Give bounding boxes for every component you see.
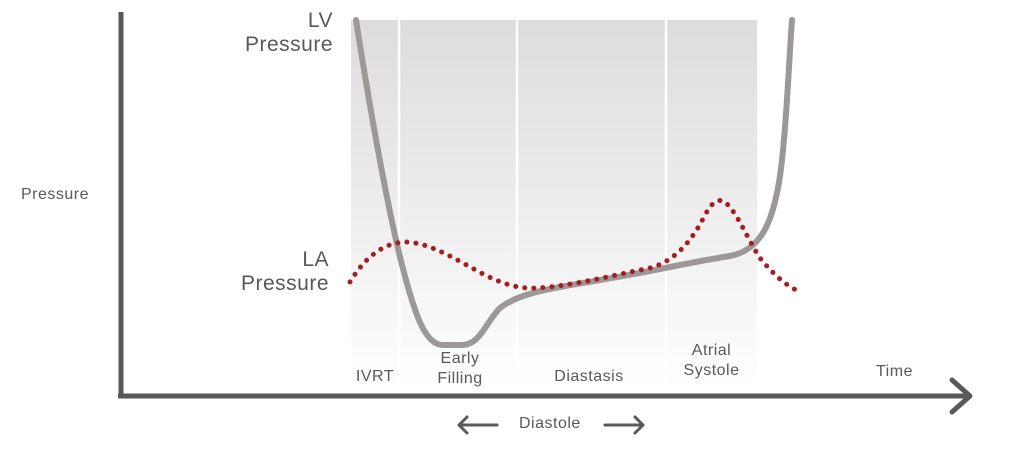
axes [118, 12, 973, 415]
arrow-right-icon [603, 415, 645, 435]
la-label-line1: LA [302, 248, 329, 271]
diastole-band [351, 20, 757, 392]
phase-atrial-systole: Atrial Systole [666, 341, 757, 381]
lv-label-line1: LV [307, 9, 333, 32]
phase-diastasis: Diastasis [529, 367, 649, 387]
x-axis-label: Time [876, 363, 913, 380]
phase-ivrt: IVRT [351, 367, 399, 387]
phase-atrial-systole-line1: Atrial [691, 342, 732, 359]
x-axis-arrowhead-icon [949, 377, 973, 415]
lv-pressure-label: LV Pressure [245, 9, 333, 57]
phase-early-filling-line2: Filling [437, 370, 483, 387]
la-label-line2: Pressure [240, 272, 329, 295]
lv-pressure-curve [353, 17, 795, 348]
arrow-left-icon [457, 415, 499, 435]
lv-label-line2: Pressure [244, 33, 333, 56]
diastole-label: Diastole [519, 415, 581, 432]
phase-atrial-systole-line2: Systole [683, 362, 740, 379]
phase-diastasis-label: Diastasis [554, 368, 624, 385]
y-axis-label: Pressure [21, 186, 90, 203]
la-pressure-label: LA Pressure [241, 248, 329, 296]
phase-early-filling: Early Filling [410, 349, 510, 389]
phase-ivrt-label: IVRT [355, 368, 395, 385]
phase-early-filling-line1: Early [440, 350, 480, 367]
